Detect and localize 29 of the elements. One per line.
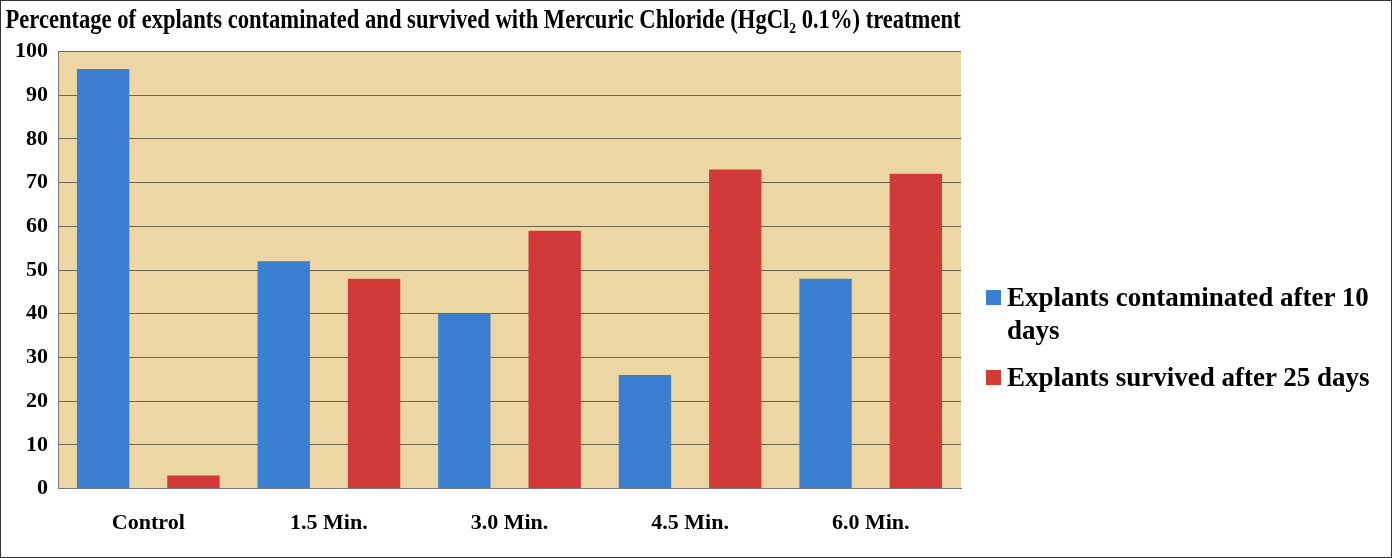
y-tick-label: 90 bbox=[26, 80, 48, 106]
y-tick-label: 40 bbox=[26, 299, 48, 325]
x-tick-label: Control bbox=[111, 509, 185, 535]
bar bbox=[76, 68, 130, 489]
legend-label: Explants contaminated after 10 days bbox=[1007, 281, 1370, 347]
y-tick-label: 20 bbox=[26, 386, 48, 412]
bar bbox=[167, 475, 220, 489]
bar bbox=[438, 313, 491, 489]
y-tick-label: 60 bbox=[26, 211, 48, 237]
y-tick-label: 10 bbox=[26, 430, 48, 456]
y-tick-label: 70 bbox=[26, 168, 48, 194]
x-tick-label: 1.5 Min. bbox=[290, 509, 368, 535]
bar bbox=[889, 173, 943, 489]
bar bbox=[528, 230, 581, 489]
x-tick-label: 4.5 Min. bbox=[651, 509, 729, 535]
x-tick-label: 3.0 Min. bbox=[470, 509, 549, 535]
bar bbox=[618, 374, 672, 489]
bar bbox=[799, 278, 852, 489]
x-tick-label: 6.0 Min. bbox=[831, 509, 910, 535]
chart-title: Percentage of explants contaminated and survived with Mercuric Chloride (HgCl₂ 0.1%) treatment bbox=[5, 4, 962, 35]
bar bbox=[347, 278, 401, 489]
bar bbox=[709, 169, 762, 489]
bar bbox=[257, 261, 310, 489]
legend-label: Explants survived after 25 days bbox=[1007, 361, 1370, 394]
y-tick-label: 30 bbox=[26, 343, 48, 369]
y-tick-label: 50 bbox=[26, 255, 48, 281]
y-tick-label: 0 bbox=[37, 474, 48, 500]
y-tick-label: 80 bbox=[26, 124, 48, 150]
y-tick-label: 100 bbox=[15, 37, 48, 63]
